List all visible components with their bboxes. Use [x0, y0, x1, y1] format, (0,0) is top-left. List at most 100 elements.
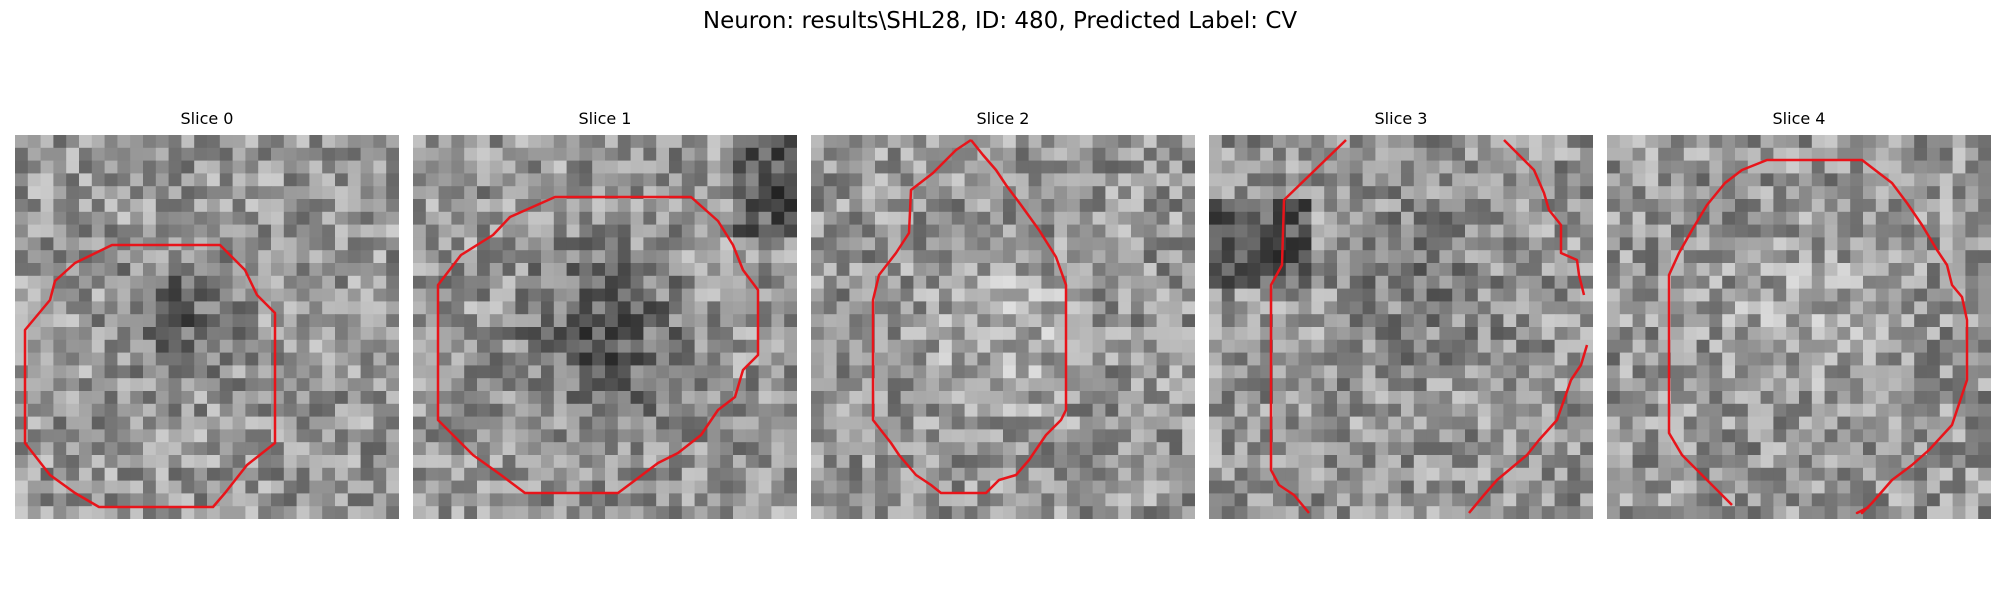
pixel	[1671, 506, 1685, 519]
pixel	[1529, 301, 1543, 315]
pixel	[168, 378, 182, 392]
pixel	[1067, 416, 1081, 430]
pixel	[951, 365, 965, 379]
pixel	[1169, 352, 1183, 366]
pixel	[502, 275, 516, 289]
pixel	[1490, 263, 1504, 277]
pixel	[1632, 199, 1646, 213]
pixel	[1426, 467, 1440, 481]
pixel	[579, 160, 593, 174]
pixel	[1541, 352, 1555, 366]
pixel	[1735, 135, 1749, 149]
pixel	[1285, 288, 1299, 302]
pixel	[489, 211, 503, 225]
pixel	[1632, 493, 1646, 507]
pixel	[1234, 288, 1248, 302]
pixel	[1580, 211, 1593, 225]
pixel	[849, 199, 863, 213]
pixel	[425, 147, 439, 161]
pixel	[605, 378, 619, 392]
pixel	[40, 480, 54, 494]
pixel	[296, 147, 310, 161]
pixel	[515, 173, 529, 187]
pixel	[373, 429, 387, 443]
pixel	[1067, 365, 1081, 379]
pixel	[1247, 365, 1261, 379]
pixel	[1875, 416, 1889, 430]
pixel	[913, 301, 927, 315]
pixel	[1824, 442, 1838, 456]
pixel	[1028, 493, 1042, 507]
pixel	[1465, 442, 1479, 456]
pixel	[617, 378, 631, 392]
pixel	[386, 365, 399, 379]
pixel	[1901, 506, 1915, 519]
pixel	[477, 378, 491, 392]
pixel	[104, 199, 118, 213]
pixel	[1324, 403, 1338, 417]
pixel	[964, 173, 978, 187]
pixel	[232, 429, 246, 443]
pixel	[1965, 506, 1979, 519]
pixel	[258, 199, 272, 213]
pixel	[1413, 352, 1427, 366]
pixel	[1054, 391, 1068, 405]
pixel	[1914, 391, 1928, 405]
pixel	[1978, 160, 1991, 174]
pixel	[1041, 327, 1055, 341]
pixel	[1837, 403, 1851, 417]
pixel	[1875, 135, 1889, 149]
pixel	[296, 173, 310, 187]
pixel	[926, 365, 940, 379]
pixel	[91, 352, 105, 366]
pixel	[1273, 173, 1287, 187]
pixel	[1503, 135, 1517, 149]
pixel	[1773, 327, 1787, 341]
pixel	[1567, 391, 1581, 405]
pixel	[1169, 224, 1183, 238]
pixel	[117, 493, 131, 507]
pixel	[1850, 224, 1864, 238]
pixel	[1888, 147, 1902, 161]
pixel	[1671, 147, 1685, 161]
pixel	[1811, 480, 1825, 494]
pixel	[541, 327, 555, 341]
pixel	[219, 199, 233, 213]
pixel	[771, 416, 785, 430]
pixel	[130, 147, 144, 161]
pixel	[1503, 339, 1517, 353]
pixel	[1863, 250, 1877, 264]
pixel	[836, 442, 850, 456]
pixel	[990, 339, 1004, 353]
pixel	[862, 173, 876, 187]
pixel	[823, 339, 837, 353]
pixel	[181, 173, 195, 187]
pixel	[1490, 199, 1504, 213]
pixel	[1927, 211, 1941, 225]
pixel	[977, 493, 991, 507]
pixel	[1221, 429, 1235, 443]
pixel	[1375, 493, 1389, 507]
pixel	[53, 403, 67, 417]
pixel	[553, 135, 567, 149]
pixel	[515, 211, 529, 225]
pixel	[1324, 224, 1338, 238]
pixel	[91, 429, 105, 443]
pixel	[900, 391, 914, 405]
pixel	[1221, 211, 1235, 225]
pixel	[219, 442, 233, 456]
pixel	[464, 147, 478, 161]
pixel	[617, 224, 631, 238]
pixel	[143, 173, 157, 187]
pixel	[1349, 378, 1363, 392]
pixel	[1426, 314, 1440, 328]
pixel	[1914, 455, 1928, 469]
pixel	[1709, 237, 1723, 251]
pixel	[1786, 301, 1800, 315]
pixel	[681, 173, 695, 187]
pixel	[1131, 480, 1145, 494]
pixel	[335, 480, 349, 494]
pixel	[1632, 506, 1646, 519]
pixel	[79, 237, 93, 251]
pixel	[1054, 135, 1068, 149]
